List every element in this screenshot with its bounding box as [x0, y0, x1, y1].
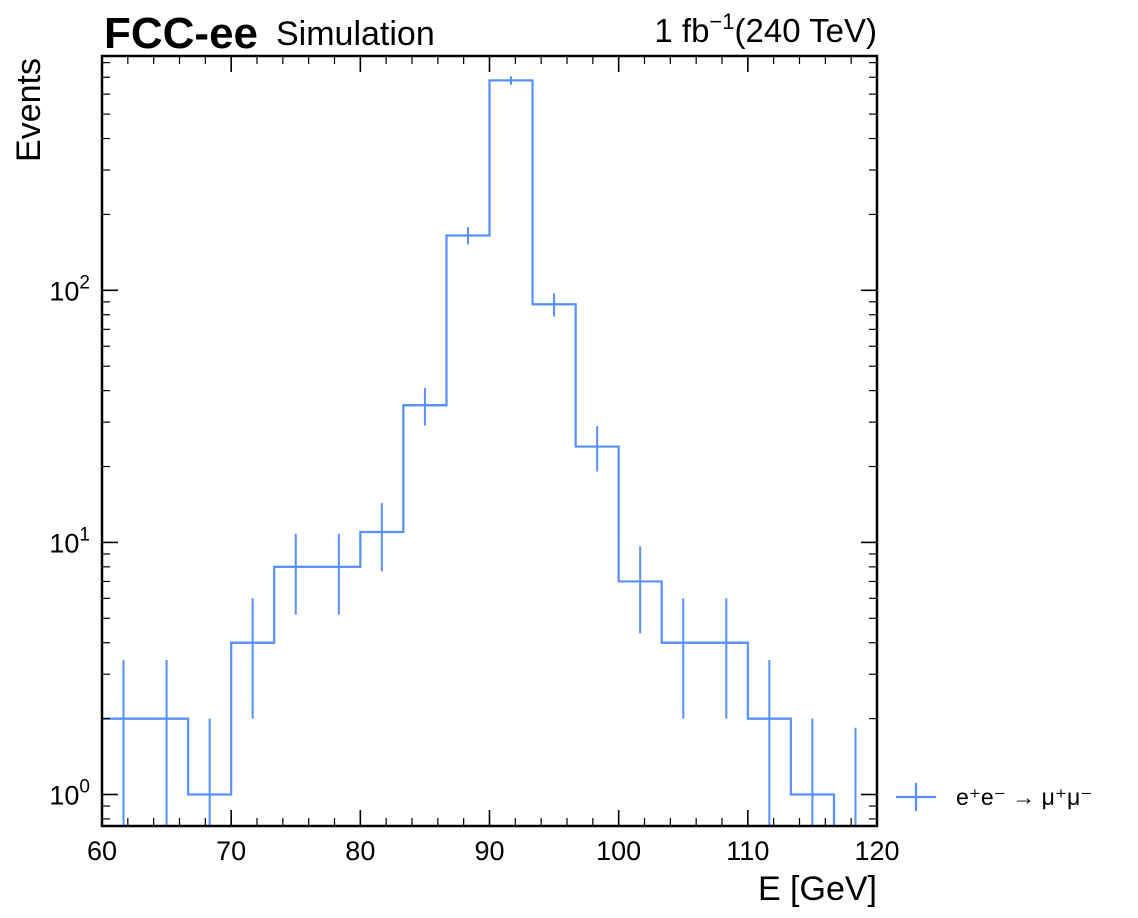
legend-entry-label: e⁺e⁻ → μ⁺μ⁻	[956, 784, 1092, 810]
y-tick-base: 10	[49, 528, 79, 558]
y-tick-exponent: 1	[79, 524, 90, 545]
y-tick-label: 102	[49, 272, 90, 306]
lumi-exponent: −1	[709, 9, 734, 34]
luminosity-label: 1 fb−1(240 TeV)	[654, 9, 877, 49]
y-tick-exponent: 2	[79, 272, 90, 293]
legend: e⁺e⁻ → μ⁺μ⁻	[896, 783, 1092, 811]
x-tick-label: 100	[596, 836, 641, 866]
y-tick-base: 10	[49, 781, 79, 811]
y-tick-exponent: 0	[79, 777, 90, 798]
x-tick-label: 110	[726, 836, 769, 866]
x-tick-label: 70	[216, 836, 246, 866]
energy-value: (240 TeV)	[735, 12, 877, 49]
histogram-step-0	[102, 79, 836, 826]
plot-area	[102, 76, 857, 826]
x-tick-label: 120	[854, 836, 899, 866]
y-tick-label: 100	[49, 777, 90, 811]
y-tick-base: 10	[49, 276, 79, 306]
x-tick-label: 90	[474, 836, 504, 866]
y-axis-label: Events	[10, 58, 48, 162]
x-axis-label: E [GeV]	[758, 870, 877, 908]
y-tick-label: 101	[49, 524, 90, 558]
x-tick-label: 60	[87, 836, 117, 866]
x-tick-label: 80	[345, 836, 375, 866]
chart-header: FCC-ee Simulation 1 fb−1(240 TeV)	[104, 9, 877, 58]
x-axis: 60 70 80 90 100 110 120	[87, 56, 900, 866]
lumi-value: 1 fb	[654, 12, 709, 49]
experiment-label: FCC-ee	[104, 9, 258, 58]
status-label: Simulation	[276, 15, 435, 53]
